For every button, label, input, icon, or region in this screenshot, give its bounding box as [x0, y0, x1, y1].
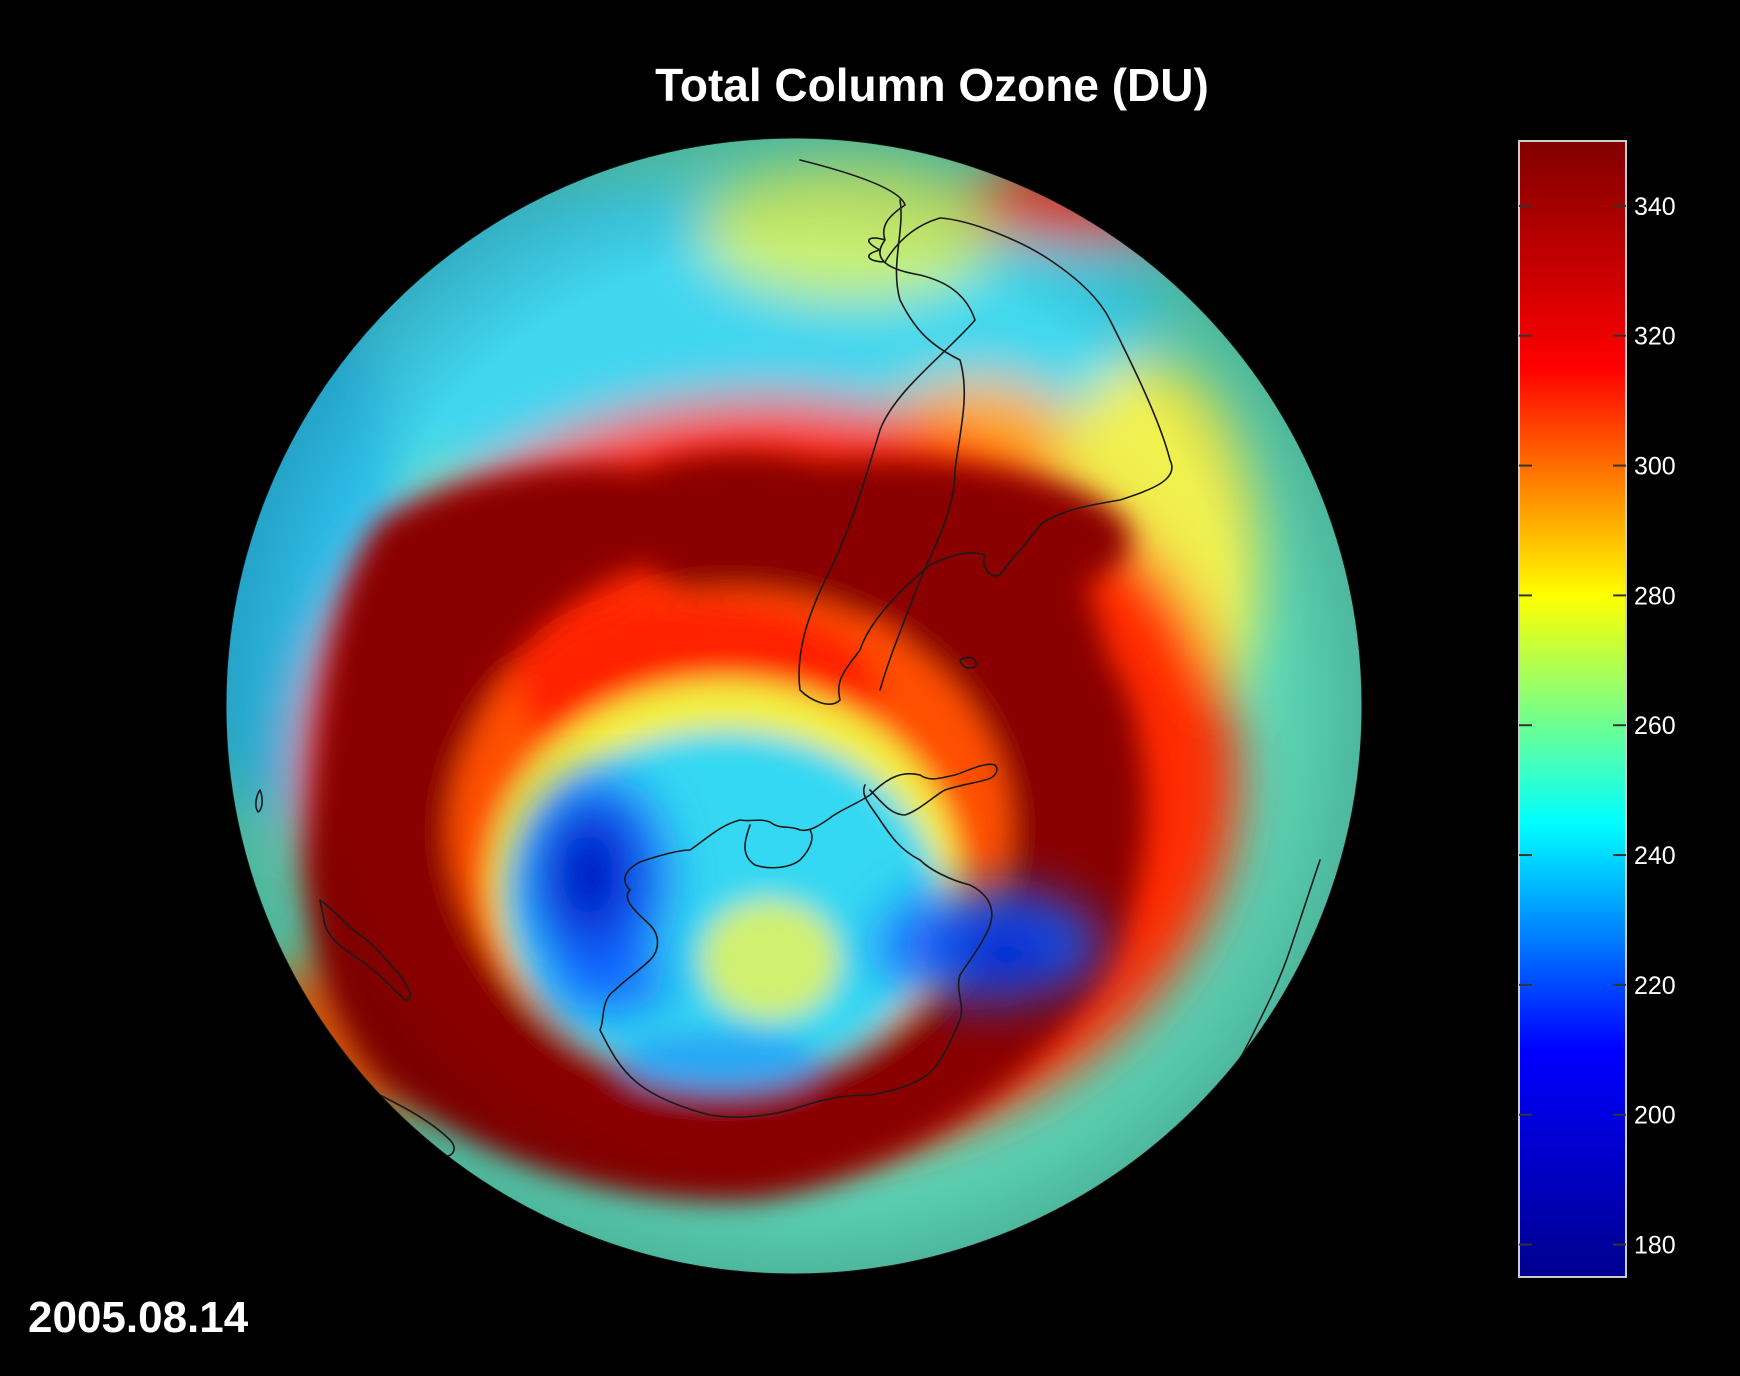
colorbar-tick-label-260: 260: [1634, 712, 1676, 740]
globe-outline: [225, 137, 1363, 1275]
coast-island-west: [255, 789, 263, 813]
coast-new-zealand: [319, 899, 412, 1001]
globe-limb-shade: [226, 138, 1362, 1274]
chart-title: Total Column Ozone (DU): [655, 59, 1209, 111]
ozone-globe: [225, 137, 1363, 1275]
date-label: 2005.08.14: [28, 1293, 249, 1342]
coast-antarctica: [599, 773, 993, 1118]
colorbar-tick-label-200: 200: [1634, 1102, 1676, 1130]
colorbar: 340 320 300 280 260 240 220 200 180: [1518, 140, 1676, 1278]
coast-south-america: [798, 159, 1173, 705]
colorbar-tick-label-300: 300: [1634, 453, 1676, 481]
coast-falklands: [959, 656, 978, 669]
coast-weddell-shelf: [744, 824, 813, 869]
colorbar-tick-label-240: 240: [1634, 842, 1676, 870]
colorbar-tick-label-320: 320: [1634, 323, 1676, 351]
colorbar-tick-label-280: 280: [1634, 582, 1676, 610]
coastlines: [255, 159, 1321, 1158]
coast-south-america-west: [879, 199, 966, 691]
colorbar-tick-label-340: 340: [1634, 193, 1676, 221]
colorbar-frame: [1518, 140, 1627, 1278]
colorbar-ticks: 340 320 300 280 260 240 220 200 180: [1519, 193, 1676, 1260]
colorbar-tick-label-220: 220: [1634, 972, 1676, 1000]
colorbar-tick-label-180: 180: [1634, 1232, 1676, 1260]
coast-antarctic-peninsula: [869, 763, 998, 816]
colorbar-fill: [1519, 141, 1626, 1277]
